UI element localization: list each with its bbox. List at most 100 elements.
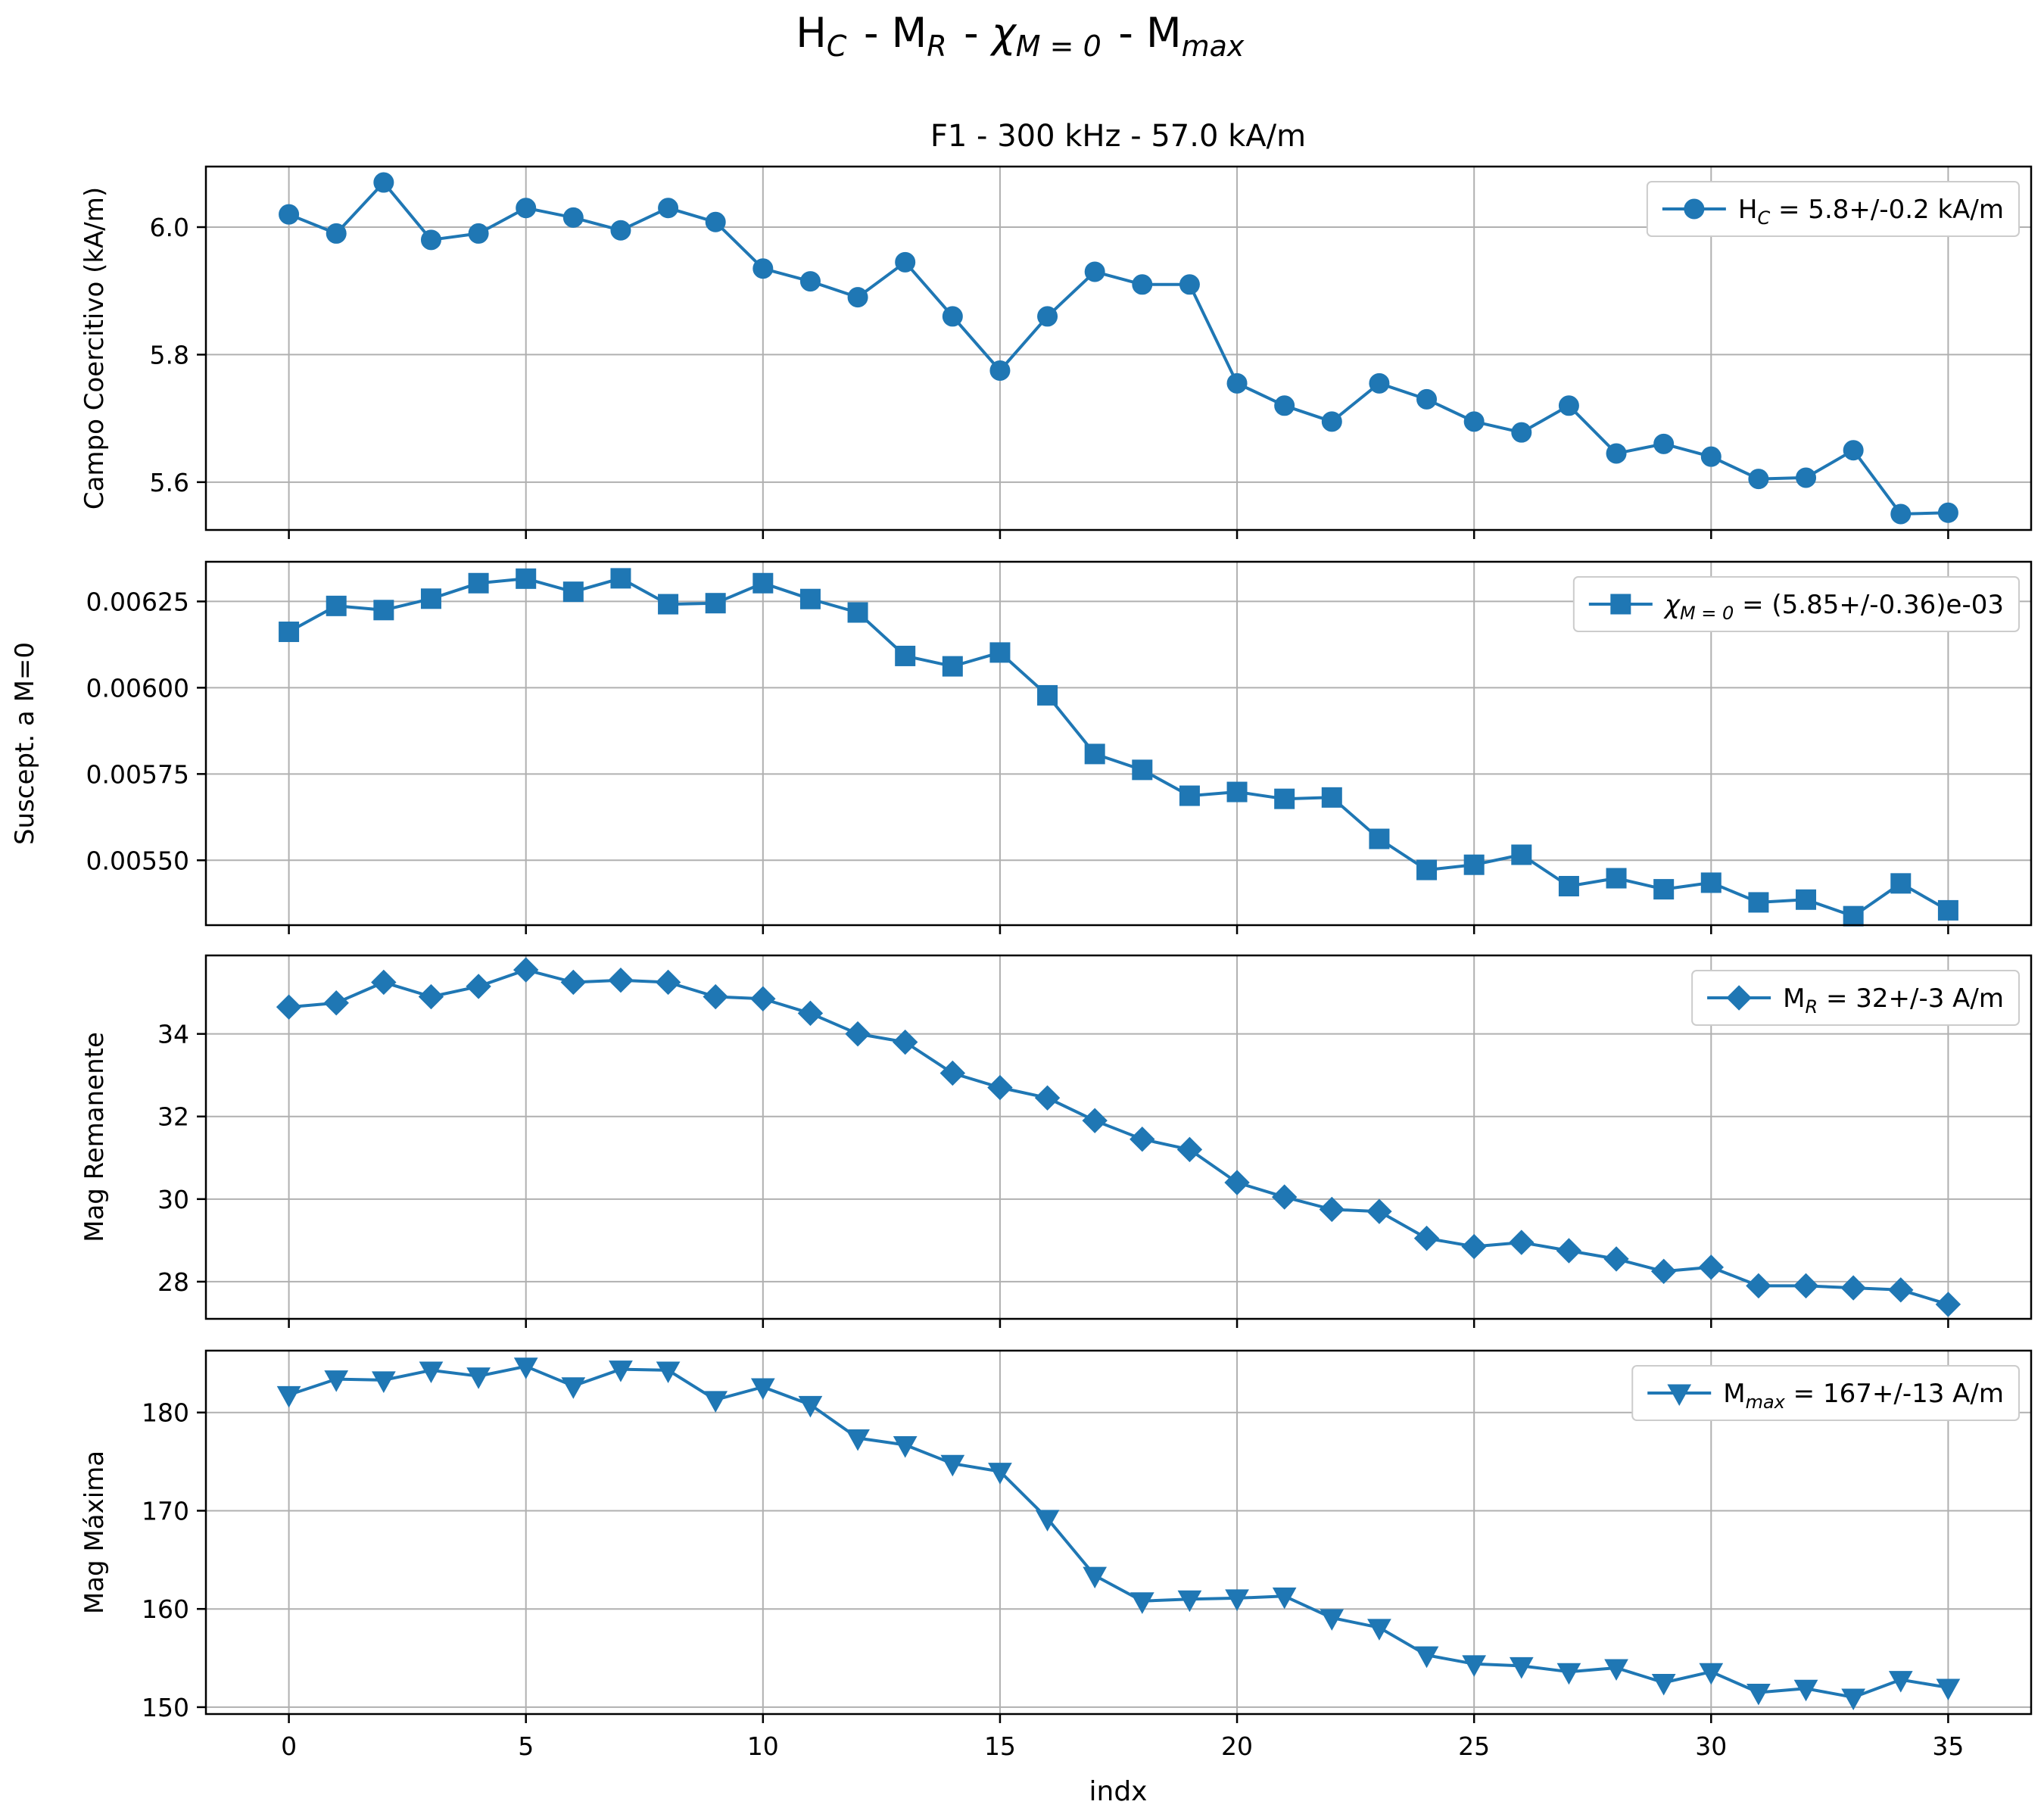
data-point xyxy=(1746,1683,1771,1706)
data-point xyxy=(1748,892,1769,913)
data-point xyxy=(1082,1108,1108,1133)
legend-frame xyxy=(1691,970,2020,1026)
data-point xyxy=(1274,788,1295,809)
data-point xyxy=(1084,261,1105,282)
x-tick-label: 35 xyxy=(1932,1731,1964,1761)
x-tick-label: 0 xyxy=(281,1731,297,1761)
data-point xyxy=(1274,395,1295,416)
data-point xyxy=(1558,395,1579,416)
data-point xyxy=(1416,859,1438,880)
data-point xyxy=(942,306,963,327)
y-tick-label: 180 xyxy=(142,1398,189,1428)
data-point xyxy=(276,994,302,1020)
data-point xyxy=(655,969,681,996)
data-point xyxy=(418,983,444,1010)
legend-label: χM = 0 = (5.85+/-0.36)e-03 xyxy=(1663,590,2004,624)
data-point xyxy=(1132,759,1153,781)
y-axis-label: Campo Coercitivo (kA/m) xyxy=(79,187,110,510)
data-point xyxy=(1083,1566,1108,1589)
data-point xyxy=(1793,1679,1818,1702)
data-point xyxy=(1937,502,1958,523)
data-point xyxy=(1034,1085,1061,1111)
data-point xyxy=(1700,446,1722,467)
data-point xyxy=(705,211,726,232)
legend-frame xyxy=(1646,181,2020,237)
data-point xyxy=(987,1074,1013,1101)
data-point xyxy=(892,1029,918,1055)
data-point xyxy=(1176,1136,1203,1163)
subplots: 5.6 5.8 6.0 Campo Coercitivo (kA/m) HC = 5.8… xyxy=(10,165,2033,1761)
data-point xyxy=(1653,433,1675,454)
y-tick-label: 28 xyxy=(157,1267,189,1297)
data-point xyxy=(1084,743,1105,765)
data-point xyxy=(279,204,300,225)
data-point xyxy=(1461,1233,1487,1260)
data-point xyxy=(1651,1673,1676,1696)
data-point xyxy=(1509,1656,1534,1679)
x-tick-label: 25 xyxy=(1458,1731,1490,1761)
data-point xyxy=(895,645,916,666)
data-point xyxy=(1796,889,1817,910)
legend-marker xyxy=(1726,985,1752,1011)
y-axis-label: Suscept. a M=0 xyxy=(10,642,40,845)
data-point xyxy=(1606,443,1627,464)
data-point xyxy=(1225,1589,1249,1611)
data-point xyxy=(420,588,441,609)
data-point xyxy=(939,1060,966,1086)
data-point xyxy=(988,1463,1012,1485)
data-point xyxy=(1037,306,1058,327)
data-point xyxy=(1556,1663,1581,1685)
data-point xyxy=(1129,1127,1155,1152)
data-point xyxy=(1414,1646,1439,1669)
data-point xyxy=(513,957,539,983)
data-point xyxy=(279,622,300,643)
data-point xyxy=(1321,411,1342,432)
y-tick-label: 5.8 xyxy=(150,340,189,369)
data-point xyxy=(940,1454,965,1477)
data-point xyxy=(561,1377,586,1399)
data-point xyxy=(1653,879,1675,900)
legend-frame xyxy=(1631,1365,2020,1421)
data-point xyxy=(1369,828,1390,849)
data-point xyxy=(1367,1619,1391,1641)
plot-frame xyxy=(204,165,2033,531)
data-point xyxy=(703,983,728,1010)
data-point xyxy=(1463,854,1485,875)
y-tick-label: 170 xyxy=(142,1496,189,1526)
data-point xyxy=(1698,1254,1724,1280)
data-point xyxy=(750,986,776,1011)
data-point xyxy=(799,271,821,292)
subplot-3: 28 30 32 34 Mag Remanente MR = 32+/-3 A/m xyxy=(79,954,2033,1328)
data-point xyxy=(1037,684,1058,706)
data-point xyxy=(323,990,349,1016)
data-point xyxy=(1843,440,1864,461)
data-point xyxy=(1936,1678,1961,1701)
data-point xyxy=(326,223,347,244)
data-point xyxy=(373,172,394,193)
subplot-2: 0.00550 0.00575 0.00600 0.00625 Suscept. a M… xyxy=(10,560,2033,934)
data-point xyxy=(608,968,634,993)
data-point xyxy=(610,220,631,241)
legend-label: HC = 5.8+/-0.2 kA/m xyxy=(1738,195,2004,229)
data-point xyxy=(705,593,726,614)
data-point xyxy=(799,588,821,609)
data-point xyxy=(1840,1275,1866,1301)
data-point xyxy=(1843,905,1864,927)
data-point xyxy=(560,969,587,996)
data-point xyxy=(1556,1238,1582,1264)
plot-frame xyxy=(204,954,2033,1320)
data-point xyxy=(1226,372,1248,394)
data-point xyxy=(1888,1671,1913,1693)
data-point xyxy=(1129,1592,1154,1614)
data-point xyxy=(326,595,347,616)
y-tick-label: 0.00575 xyxy=(86,759,189,789)
data-point xyxy=(1320,1609,1344,1631)
data-point xyxy=(1888,1277,1914,1303)
y-tick-label: 6.0 xyxy=(150,213,189,242)
data-point xyxy=(1462,1655,1487,1677)
y-tick-label: 30 xyxy=(157,1185,189,1214)
data-point xyxy=(847,287,868,308)
data-point xyxy=(797,1000,824,1027)
y-tick-label: 32 xyxy=(157,1102,189,1132)
data-point xyxy=(513,1357,538,1379)
